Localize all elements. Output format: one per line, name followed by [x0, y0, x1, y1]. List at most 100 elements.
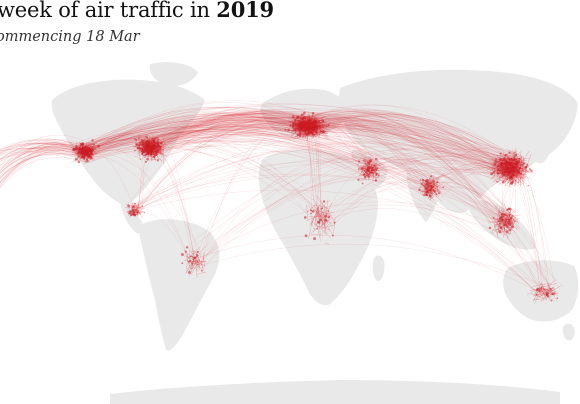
airport-marker [499, 162, 503, 165]
airport-marker [301, 123, 304, 126]
flight-route [82, 126, 512, 214]
flight-route [77, 153, 83, 157]
flight-route [359, 173, 375, 176]
flight-route [130, 201, 134, 207]
flight-route [148, 115, 513, 163]
airport-marker [317, 121, 320, 123]
flight-route [195, 159, 375, 259]
flight-route [153, 117, 507, 168]
airport-marker [313, 134, 316, 136]
airport-marker [159, 146, 162, 149]
airport-marker [303, 130, 306, 133]
airport-marker [517, 159, 521, 163]
flight-route [323, 123, 331, 132]
flight-route [140, 145, 146, 149]
flight-route [140, 111, 507, 162]
flight-route [512, 211, 547, 293]
flight-route [132, 119, 314, 213]
flight-route [423, 187, 426, 195]
flight-route [317, 218, 331, 230]
flight-route [0, 143, 86, 188]
flight-route [154, 129, 515, 187]
flight-route [192, 247, 194, 255]
flight-route [126, 204, 136, 209]
flight-route [155, 118, 300, 148]
airport-marker [303, 216, 307, 219]
flight-route [91, 139, 537, 292]
airport-marker [373, 164, 376, 167]
flight-route [145, 120, 516, 212]
flight-route [313, 128, 513, 170]
flight-route [313, 114, 516, 165]
flight-route [80, 115, 510, 162]
flight-route [150, 144, 425, 186]
airport-marker [82, 156, 86, 159]
flight-route [312, 125, 436, 189]
flight-route [300, 118, 369, 165]
flight-route [138, 117, 320, 210]
flight-route [493, 218, 511, 228]
flight-route [495, 160, 511, 179]
flight-route [136, 128, 312, 218]
airport-marker [134, 138, 136, 141]
flight-route [298, 123, 499, 210]
flight-route [299, 120, 497, 172]
flight-route [92, 129, 425, 184]
flight-route [78, 114, 302, 156]
flight-route [305, 122, 502, 173]
airport-marker [514, 166, 517, 169]
flight-route [307, 115, 312, 227]
flight-route [191, 260, 207, 262]
flight-route [190, 243, 545, 286]
flight-route [147, 105, 320, 148]
airport-marker [319, 218, 322, 222]
flight-route [89, 131, 370, 167]
flight-route [126, 207, 145, 213]
airport-marker [304, 123, 307, 126]
flight-route [0, 139, 75, 150]
flight-route [491, 156, 505, 167]
flight-route [81, 141, 329, 212]
airport-marker [134, 149, 136, 152]
flight-route [503, 160, 506, 178]
flight-route [0, 139, 88, 153]
flight-route [163, 119, 295, 154]
flight-route [134, 204, 137, 214]
airport-marker [298, 133, 302, 136]
airport-marker [141, 143, 145, 147]
flight-route [131, 207, 143, 213]
flight-route [0, 139, 81, 151]
flight-route [146, 139, 153, 151]
flight-route [426, 176, 544, 301]
airport-marker [139, 148, 142, 150]
flight-route [287, 114, 547, 296]
airport-marker [514, 173, 516, 175]
airport-marker [516, 162, 519, 165]
flight-route [321, 225, 334, 229]
airport-marker [514, 179, 516, 182]
flight-route [138, 139, 148, 215]
airport-marker [85, 151, 88, 154]
airport-marker [294, 119, 297, 121]
flight-route [0, 148, 88, 184]
flight-route [152, 119, 311, 154]
flight-route [200, 262, 203, 265]
flight-route [160, 127, 523, 164]
flight-route [199, 255, 202, 259]
flight-route [195, 260, 198, 278]
flight-route [313, 204, 330, 209]
flight-route [130, 209, 141, 211]
airport-marker [305, 132, 308, 134]
flight-route [317, 128, 380, 177]
airport-marker [501, 219, 504, 222]
flight-route [0, 142, 81, 154]
flight-route [193, 260, 203, 265]
airport-marker [365, 171, 368, 174]
flight-route [89, 128, 374, 161]
flight-route [315, 167, 511, 217]
flight-route [152, 117, 305, 153]
flight-route [143, 134, 504, 172]
flight-route [75, 126, 417, 184]
flight-route [139, 133, 425, 196]
airport-marker [508, 213, 511, 216]
